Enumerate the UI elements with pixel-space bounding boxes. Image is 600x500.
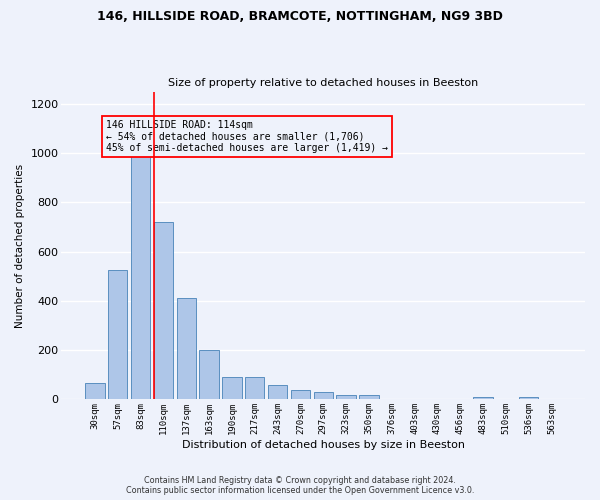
Bar: [268, 384, 287, 400]
Bar: [85, 384, 104, 400]
Bar: [176, 298, 196, 400]
X-axis label: Distribution of detached houses by size in Beeston: Distribution of detached houses by size …: [182, 440, 465, 450]
Bar: [473, 397, 493, 400]
Text: 146 HILLSIDE ROAD: 114sqm
← 54% of detached houses are smaller (1,706)
45% of se: 146 HILLSIDE ROAD: 114sqm ← 54% of detac…: [106, 120, 388, 153]
Bar: [154, 222, 173, 400]
Y-axis label: Number of detached properties: Number of detached properties: [15, 164, 25, 328]
Bar: [245, 378, 265, 400]
Bar: [108, 270, 127, 400]
Bar: [359, 395, 379, 400]
Text: 146, HILLSIDE ROAD, BRAMCOTE, NOTTINGHAM, NG9 3BD: 146, HILLSIDE ROAD, BRAMCOTE, NOTTINGHAM…: [97, 10, 503, 23]
Bar: [291, 390, 310, 400]
Bar: [337, 395, 356, 400]
Bar: [222, 378, 242, 400]
Title: Size of property relative to detached houses in Beeston: Size of property relative to detached ho…: [168, 78, 478, 88]
Bar: [314, 392, 333, 400]
Bar: [199, 350, 219, 400]
Bar: [131, 153, 151, 400]
Bar: [519, 397, 538, 400]
Text: Contains HM Land Registry data © Crown copyright and database right 2024.
Contai: Contains HM Land Registry data © Crown c…: [126, 476, 474, 495]
